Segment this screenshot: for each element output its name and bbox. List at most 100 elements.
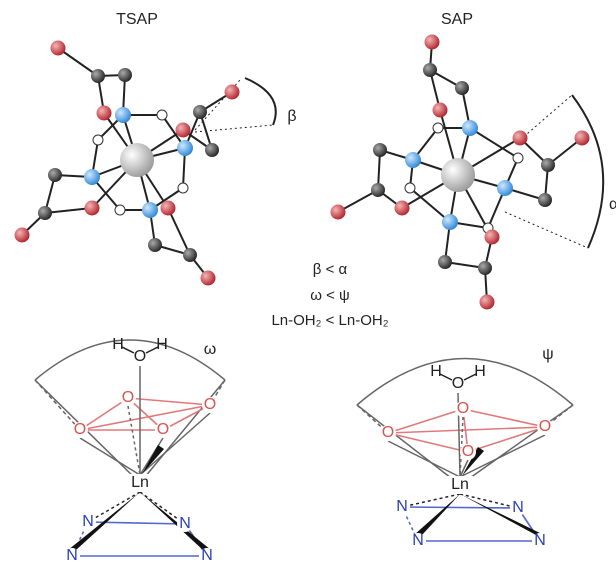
bond [88,492,140,522]
angle-label: β [287,108,296,125]
atom-label: ψ [542,346,553,363]
atom [478,261,492,275]
atom-label: H [474,363,486,380]
bond [460,405,573,485]
atom-label: H [430,363,442,380]
atom [541,158,555,172]
atom [538,193,552,207]
atom [405,152,421,168]
angle-label: α [609,196,616,213]
structure-label: SAP [441,11,473,28]
atom [423,63,437,77]
atom [93,135,103,145]
bond [140,413,210,475]
atom [51,41,66,56]
angle-guide [195,125,273,132]
structure-label: TSAP [116,11,158,28]
atom [497,180,513,196]
atom [405,183,415,193]
bond [357,405,460,485]
atom [38,206,52,220]
atom-label: O [157,421,169,438]
atom-label: O [462,443,474,460]
bond [388,433,468,452]
comparison: β < α [313,261,348,278]
atom-label: N [66,547,78,562]
atom [84,169,100,185]
atom [433,123,443,133]
atom [193,105,207,119]
atom [120,143,154,177]
atom [225,85,240,100]
atom [115,107,131,123]
atom [118,68,132,82]
bond [463,409,545,427]
wedge-bond [140,492,211,550]
bond [440,374,452,380]
atom-label: N [396,498,408,515]
atom-label: O [382,424,394,441]
angle-guide [505,212,588,248]
atom-label: ω [204,341,217,358]
atom-label: N [179,515,191,532]
bond [388,441,460,477]
atom [455,81,469,95]
atom [183,248,197,262]
atom [395,201,410,216]
comparison: Ln-OH₂ < Ln-OH₂ [271,312,388,329]
atom [485,230,500,245]
atom [85,201,100,216]
atom [575,131,590,146]
angle-arc [572,95,603,248]
angle-arc [357,359,573,406]
atom [441,158,475,192]
angle-arc [35,340,225,380]
atom-label: O [74,421,86,438]
atom-label: H [156,336,168,353]
atom [205,143,219,157]
atom-label: O [204,396,216,413]
atom [178,183,188,193]
bond [80,438,140,475]
atom-label: N [201,547,213,562]
page: {"top_structures":[{"label":"TSAP","angl… [0,0,616,562]
atom [480,295,495,310]
atom [513,131,528,146]
atoms [15,35,590,310]
bond [402,507,518,508]
atom [48,168,62,182]
atom-label: N [82,513,94,530]
atom [142,202,158,218]
atom [462,120,478,136]
figure: TSAP SAP β α β < α ω < ψ Ln-OH₂ < Ln-OH₂… [0,0,616,562]
angle-arc [245,78,276,125]
comparison: ω < ψ [310,287,350,304]
atom [438,255,452,269]
bond [460,494,518,508]
atom [425,35,440,50]
atom [373,143,387,157]
atom-label: Ln [451,476,469,493]
atom-label: O [457,400,469,417]
atom-label: O [539,418,551,435]
atom-label: O [452,375,464,392]
angle-guide [520,95,572,140]
atom-label: N [512,499,524,516]
bond [388,409,463,433]
bond [122,347,134,353]
bond [128,406,140,475]
atom [331,205,346,220]
atom [91,69,105,83]
atom-label: N [412,532,424,549]
wedge-bond [68,492,140,550]
atom [161,201,176,216]
wedge-bond [142,445,164,474]
atom [433,103,448,118]
atom [15,228,30,243]
bond [168,208,190,255]
atom [201,271,216,286]
atom-label: O [134,348,146,365]
wedge-bond [414,494,460,535]
atom-label: Ln [131,474,149,491]
